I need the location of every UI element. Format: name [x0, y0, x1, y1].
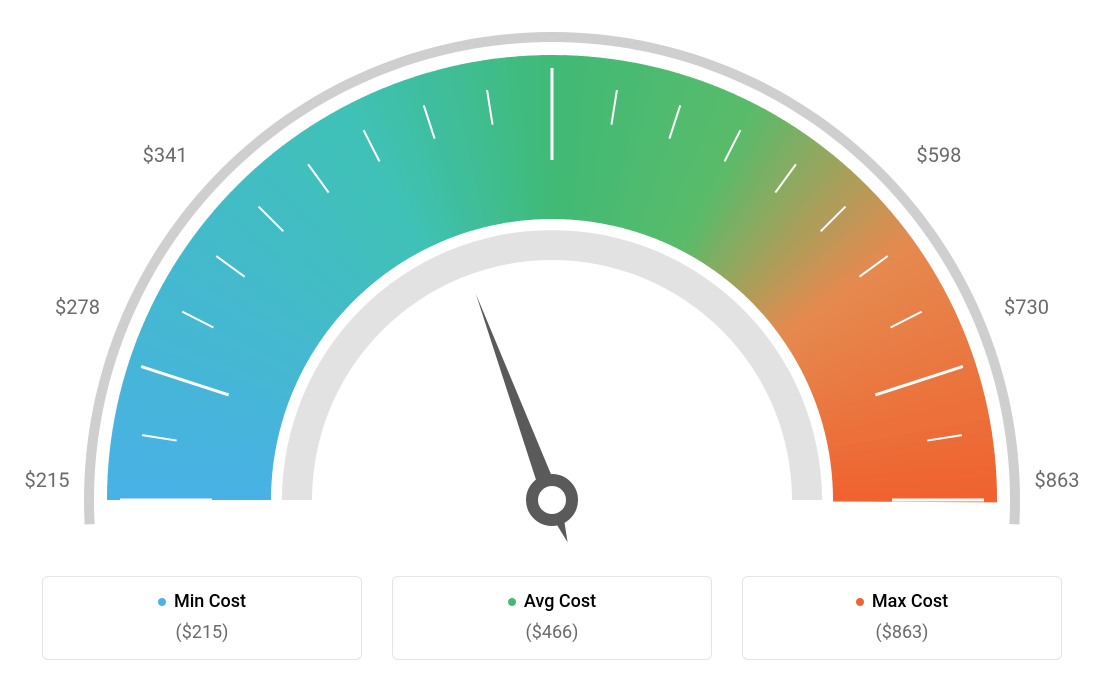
legend-avg-dot	[508, 598, 516, 606]
legend-avg-value: ($466)	[411, 622, 693, 643]
legend-min-value: ($215)	[61, 622, 343, 643]
gauge-tick-label: $215	[25, 468, 70, 492]
legend-avg: Avg Cost ($466)	[392, 576, 712, 661]
gauge-tick-label: $278	[55, 295, 100, 319]
gauge-tick-label: $730	[1004, 295, 1049, 319]
legend-max-title: Max Cost	[856, 591, 948, 612]
legend-avg-title: Avg Cost	[508, 591, 596, 612]
legend-min-title: Min Cost	[158, 591, 246, 612]
legend-max-dot	[856, 598, 864, 606]
legend-max-value: ($863)	[761, 622, 1043, 643]
gauge-svg	[0, 20, 1104, 580]
legend-avg-label: Avg Cost	[524, 591, 596, 612]
gauge-tick-label: $598	[916, 143, 961, 167]
legend: Min Cost ($215) Avg Cost ($466) Max Cost…	[42, 576, 1062, 661]
gauge-tick-label: $341	[143, 143, 188, 167]
cost-gauge	[0, 20, 1104, 584]
legend-max: Max Cost ($863)	[742, 576, 1062, 661]
legend-min-label: Min Cost	[174, 591, 246, 612]
legend-min-dot	[158, 598, 166, 606]
legend-max-label: Max Cost	[872, 591, 948, 612]
gauge-tick-label: $863	[1035, 468, 1080, 492]
legend-min: Min Cost ($215)	[42, 576, 362, 661]
